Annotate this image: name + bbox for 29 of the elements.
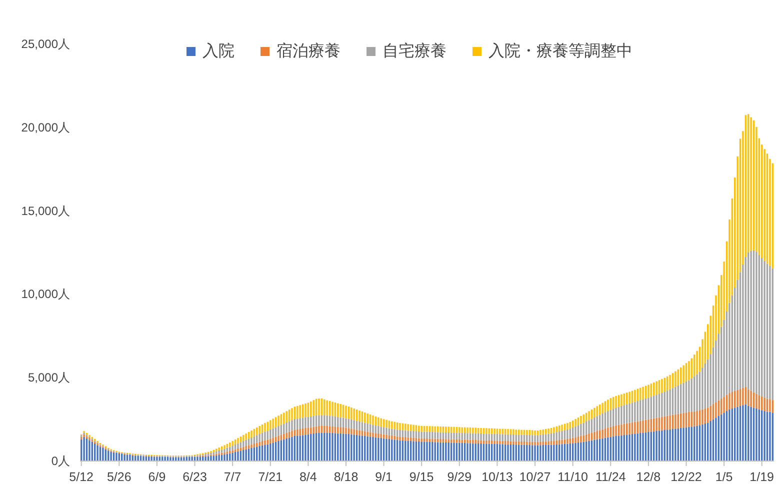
legend-label: 宿泊療養 bbox=[276, 42, 340, 60]
x-tick-label: 12/22 bbox=[670, 470, 702, 484]
legend-label: 入院 bbox=[202, 42, 234, 60]
x-tick-label: 5/12 bbox=[69, 470, 94, 484]
x-tick-label: 1/19 bbox=[750, 470, 774, 484]
x-tick-label: 6/23 bbox=[182, 470, 207, 484]
x-tick-label: 10/13 bbox=[482, 470, 513, 484]
y-tick-label: 10,000人 bbox=[21, 287, 70, 302]
y-tick-label: 15,000人 bbox=[21, 204, 70, 218]
x-tick-label: 8/4 bbox=[299, 470, 317, 484]
legend-label: 入院・療養等調整中 bbox=[488, 42, 632, 60]
y-tick-label: 25,000人 bbox=[21, 37, 70, 51]
x-tick-label: 9/29 bbox=[447, 470, 472, 484]
x-tick-label: 11/24 bbox=[595, 470, 626, 484]
x-tick-label: 5/26 bbox=[106, 470, 132, 484]
x-tick-label: 9/1 bbox=[375, 470, 393, 484]
y-tick-label: 0人 bbox=[51, 454, 70, 468]
x-tick-label: 11/10 bbox=[558, 470, 588, 484]
x-tick-label: 7/7 bbox=[224, 470, 242, 484]
x-tick-label: 10/27 bbox=[519, 470, 551, 484]
x-tick-label: 6/9 bbox=[148, 470, 166, 484]
y-tick-label: 5,000人 bbox=[28, 370, 70, 385]
legend-label: 自宅療養 bbox=[382, 42, 446, 60]
x-tick-label: 8/18 bbox=[334, 470, 358, 484]
x-tick-label: 9/15 bbox=[409, 470, 434, 484]
y-tick-label: 20,000人 bbox=[21, 120, 70, 134]
x-tick-label: 7/21 bbox=[258, 470, 283, 484]
x-tick-label: 12/8 bbox=[636, 470, 661, 484]
x-tick-label: 1/5 bbox=[715, 470, 733, 484]
